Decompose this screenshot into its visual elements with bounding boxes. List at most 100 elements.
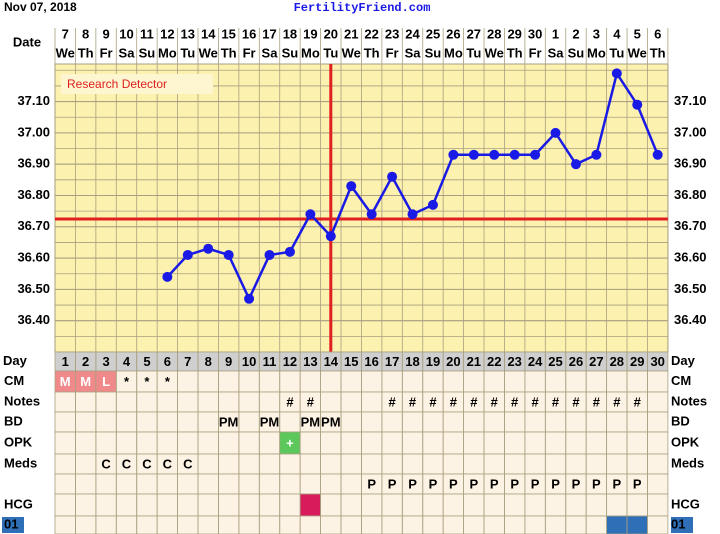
day-number: 20 — [446, 354, 460, 369]
day-number: 15 — [344, 354, 358, 369]
temperature-point — [427, 199, 438, 210]
day-number: 25 — [548, 354, 562, 369]
day-number: 8 — [205, 354, 212, 369]
row-label: Meds — [4, 455, 37, 470]
day-number: 26 — [569, 354, 583, 369]
cell-text: * — [124, 374, 130, 389]
date-label: 19 — [303, 26, 317, 41]
weekday-label: Th — [650, 45, 666, 60]
weekday-label: We — [628, 45, 647, 60]
cell-text: P — [408, 476, 417, 491]
day-number: 27 — [589, 354, 603, 369]
row-label: BD — [4, 413, 23, 428]
temperature-point — [182, 249, 193, 260]
temperature-point — [407, 209, 418, 220]
temperature-point — [325, 231, 336, 242]
y-tick-label-right: 36.40 — [674, 312, 707, 327]
temperature-point — [203, 243, 214, 254]
row-label: Notes — [4, 393, 40, 408]
y-tick-label: 37.00 — [17, 124, 50, 139]
cell-text: P — [633, 476, 642, 491]
day-number: 23 — [507, 354, 521, 369]
weekday-label: Th — [221, 45, 237, 60]
cell-text: * — [165, 374, 171, 389]
weekday-label: Sa — [119, 45, 136, 60]
cell-text: # — [511, 394, 519, 409]
date-label: 12 — [160, 26, 174, 41]
weekday-label: Su — [425, 45, 442, 60]
weekday-label: Th — [507, 45, 523, 60]
day-number: 2 — [82, 354, 89, 369]
day-number: 21 — [467, 354, 481, 369]
cell-text: P — [469, 476, 478, 491]
day-number: 13 — [303, 354, 317, 369]
chart-date: Nov 07, 2018 — [4, 0, 77, 14]
y-tick-label-right: 36.80 — [674, 187, 707, 202]
row-label-bg — [2, 517, 24, 533]
temperature-point — [611, 68, 622, 79]
cell-text: L — [102, 374, 110, 389]
weekday-label: Tu — [609, 45, 624, 60]
temperature-point — [591, 149, 602, 160]
annotation-bg — [61, 74, 213, 94]
cell-text: P — [449, 476, 458, 491]
weekday-label: Fr — [529, 45, 542, 60]
day-number: 22 — [487, 354, 501, 369]
weekday-label: Su — [568, 45, 585, 60]
date-label: 21 — [344, 26, 358, 41]
cell-text: # — [593, 394, 601, 409]
cell-text: C — [101, 456, 111, 471]
day-number: 28 — [610, 354, 624, 369]
temperature-point — [570, 159, 581, 170]
y-tick-label: 36.40 — [17, 312, 50, 327]
annotation: Research Detector — [67, 77, 167, 91]
date-label: 7 — [62, 26, 69, 41]
table-cell — [606, 515, 628, 534]
temperature-point — [387, 171, 398, 182]
cell-text: # — [552, 394, 560, 409]
date-label: 9 — [102, 26, 109, 41]
day-number: 11 — [263, 354, 277, 369]
date-label: 5 — [634, 26, 641, 41]
table-cell — [299, 493, 321, 517]
temperature-point — [162, 271, 173, 282]
date-label: 26 — [446, 26, 460, 41]
temperature-point — [448, 149, 459, 160]
site-name: FertilityFriend.com — [294, 1, 431, 15]
weekday-label: Sa — [405, 45, 422, 60]
temperature-point — [305, 209, 316, 220]
temperature-point — [223, 249, 234, 260]
cell-text: # — [491, 394, 499, 409]
cell-text: PM — [301, 414, 321, 429]
temperature-point — [244, 293, 255, 304]
temperature-point — [366, 209, 377, 220]
cell-text: P — [490, 476, 499, 491]
weekday-label: We — [199, 45, 218, 60]
y-tick-label: 37.10 — [17, 93, 50, 108]
cell-text: P — [367, 476, 376, 491]
weekday-label: Mo — [444, 45, 463, 60]
date-label: 29 — [507, 26, 521, 41]
date-label: 16 — [242, 26, 256, 41]
cell-text: P — [612, 476, 621, 491]
day-number: 18 — [405, 354, 419, 369]
cell-text: C — [142, 456, 152, 471]
cell-text: # — [429, 394, 437, 409]
y-tick-label-right: 36.50 — [674, 281, 707, 296]
cell-text: PM — [219, 414, 239, 429]
cell-text: P — [572, 476, 581, 491]
temperature-point — [509, 149, 520, 160]
date-label: 23 — [385, 26, 399, 41]
cell-text: P — [510, 476, 519, 491]
day-number: 9 — [225, 354, 232, 369]
cell-text: # — [470, 394, 478, 409]
weekday-label: Su — [282, 45, 299, 60]
cell-text: P — [531, 476, 540, 491]
temperature-point — [346, 181, 357, 192]
y-tick-label-right: 36.70 — [674, 218, 707, 233]
cell-text: # — [613, 394, 621, 409]
y-tick-label: 36.70 — [17, 218, 50, 233]
weekday-label: Mo — [587, 45, 606, 60]
cell-text: M — [80, 374, 91, 389]
